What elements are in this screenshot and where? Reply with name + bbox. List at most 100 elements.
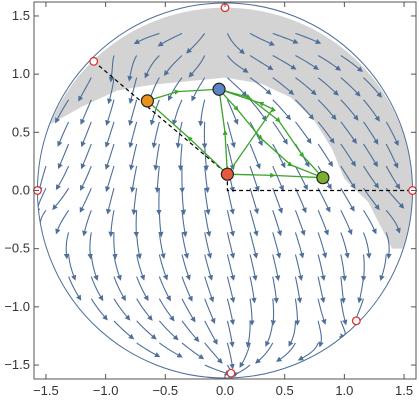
streamline-6 [55, 209, 70, 235]
streamline-147 [294, 254, 304, 281]
streamline-82 [204, 320, 218, 345]
y-tick-label-6: 1.5 [12, 8, 30, 23]
streamline-45 [129, 143, 138, 171]
streamline-120 [249, 188, 259, 215]
equilibrium-point-2 [140, 94, 155, 108]
streamline-132 [272, 254, 281, 282]
boundary-point-4 [351, 316, 361, 326]
streamline-54 [158, 254, 169, 281]
streamline-84 [204, 276, 215, 303]
streamline-150 [294, 187, 307, 214]
streamline-173 [340, 298, 348, 326]
streamline-67 [181, 298, 196, 323]
streamline-102 [226, 232, 236, 259]
streamline-116 [249, 276, 257, 304]
streamline-101 [226, 254, 236, 281]
streamline-162 [317, 254, 326, 282]
streamline-142 [272, 32, 299, 44]
streamline-181 [340, 121, 357, 145]
streamline-80 [204, 364, 231, 376]
streamline-199 [385, 187, 405, 209]
streamline-160 [317, 298, 327, 325]
streamline-4 [68, 254, 77, 281]
streamline-65 [181, 342, 205, 360]
streamline-196 [379, 254, 387, 281]
y-tick-label-5: 1.0 [12, 66, 30, 81]
streamline-17 [79, 187, 92, 213]
streamline-66 [181, 320, 200, 343]
streamline-64 [133, 32, 160, 45]
streamline-47 [128, 99, 138, 126]
streamline-178 [340, 187, 355, 212]
streamline-69 [181, 254, 191, 281]
streamline-55 [158, 232, 166, 260]
equilibrium-point-1 [212, 82, 226, 96]
streamline-189 [363, 209, 377, 235]
streamline-52 [158, 298, 175, 322]
streamline-110 [226, 55, 249, 73]
y-tick-label-4: 0.5 [12, 124, 30, 139]
streamline-12 [90, 298, 108, 321]
streamline-146 [294, 276, 303, 304]
x-tick-label-4: 0.5 [276, 383, 294, 398]
streamline-38 [136, 298, 153, 321]
streamline-122 [249, 143, 261, 170]
streamline-19 [80, 143, 92, 170]
streamline-158 [297, 342, 319, 361]
streamline-32 [104, 121, 115, 148]
streamline-107 [226, 121, 236, 149]
x-tick-label-0: −1.5 [33, 383, 59, 398]
streamline-28 [108, 210, 115, 238]
streamline-200 [385, 165, 401, 190]
streamline-24 [113, 298, 131, 321]
streamline-201 [385, 143, 399, 169]
green-orbit-0 [147, 86, 222, 102]
streamline-136 [272, 165, 284, 192]
streamline-170 [317, 77, 339, 96]
streamline-145 [294, 298, 301, 326]
streamline-137 [272, 143, 286, 169]
streamline-184 [340, 55, 363, 73]
streamline-118 [249, 232, 259, 259]
streamline-153 [294, 121, 312, 145]
streamline-174 [340, 276, 346, 304]
streamline-148 [294, 232, 305, 259]
streamline-81 [204, 342, 223, 364]
streamline-46 [128, 121, 138, 149]
y-tick-label-1: −1.0 [4, 299, 30, 314]
streamline-182 [340, 99, 359, 121]
streamline-194 [363, 99, 380, 122]
streamline-0 [37, 209, 47, 237]
green-orbit-5 [216, 86, 229, 175]
boundary-point-5 [226, 368, 236, 378]
streamline-133 [272, 232, 282, 259]
streamline-44 [129, 165, 138, 193]
streamline-15 [87, 232, 93, 260]
streamline-7 [52, 187, 70, 211]
streamline-155 [295, 77, 317, 96]
streamline-164 [317, 210, 329, 236]
streamline-21 [80, 99, 92, 125]
streamline-51 [158, 320, 179, 341]
streamline-40 [136, 254, 146, 281]
streamline-100 [226, 276, 236, 304]
streamline-98 [226, 320, 235, 348]
streamline-8 [55, 165, 70, 191]
streamline-87 [204, 210, 212, 238]
streamline-92 [198, 99, 206, 127]
streamline-56 [158, 210, 164, 238]
streamline-127 [249, 32, 275, 46]
streamline-157 [295, 32, 322, 44]
streamline-115 [249, 298, 255, 326]
streamline-9 [57, 143, 70, 170]
streamline-2 [37, 165, 47, 193]
streamline-16 [82, 210, 92, 237]
x-tick-label-5: 1.0 [335, 383, 353, 398]
streamline-202 [385, 121, 399, 147]
streamline-41 [136, 232, 142, 260]
streamline-191 [363, 165, 379, 189]
streamline-43 [131, 188, 138, 216]
streamline-138 [272, 121, 288, 145]
streamline-156 [295, 55, 320, 70]
streamline-126 [249, 55, 274, 71]
